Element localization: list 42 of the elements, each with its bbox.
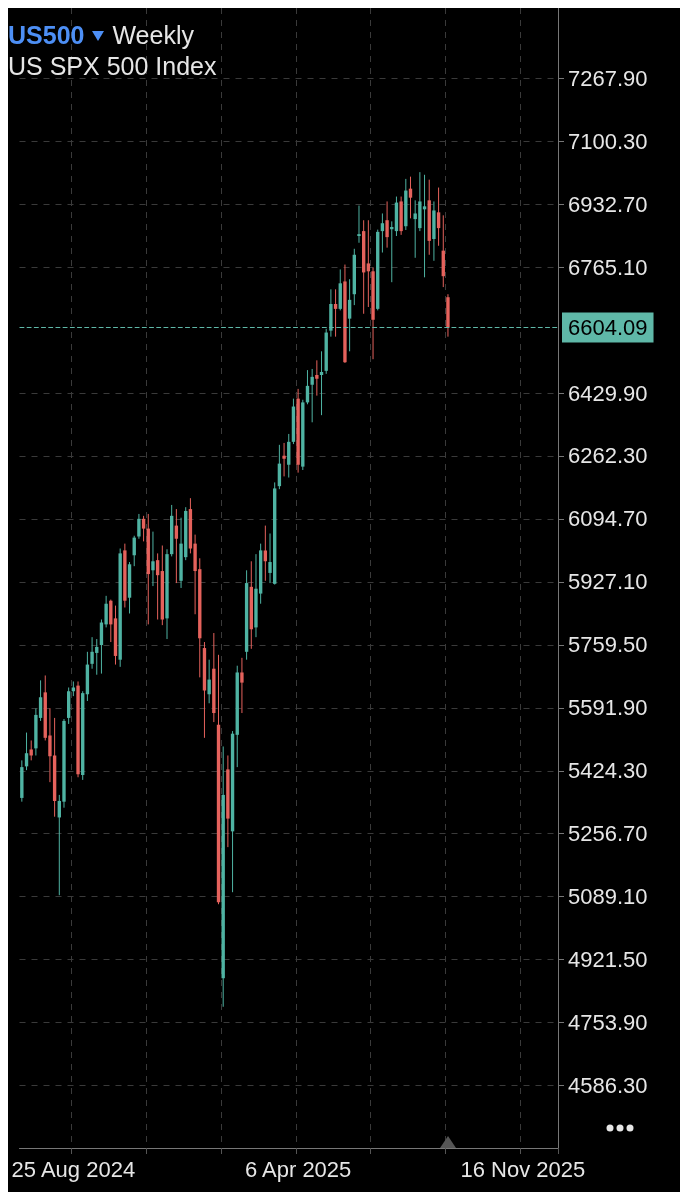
candlestick (436, 187, 441, 247)
y-tick-label: 6932.70 (568, 191, 648, 217)
candlestick (315, 359, 319, 397)
candlestick (287, 433, 291, 479)
candlestick (347, 278, 352, 352)
candlestick (319, 350, 324, 416)
y-tick-label: 4586.30 (568, 1073, 648, 1099)
candlestick (29, 739, 33, 761)
candlestick (90, 636, 94, 670)
x-tick-label: 6 Apr 2025 (244, 1156, 352, 1182)
x-tick-label: 16 Nov 2025 (460, 1156, 586, 1182)
text: US500 (8, 20, 85, 51)
candlestick (333, 288, 338, 338)
candlestick (207, 659, 211, 704)
y-tick-label: 5424.30 (568, 758, 648, 784)
y-tick-label: 6429.90 (568, 380, 648, 406)
y-tick-label: 5256.70 (568, 821, 648, 847)
candlestick (137, 513, 141, 540)
y-tick-label: 5089.10 (568, 884, 648, 910)
candlestick (422, 174, 427, 278)
text: US SPX 500 Index (8, 51, 217, 82)
y-tick-label: 5927.10 (568, 569, 648, 595)
candlestick (408, 176, 413, 219)
candlestick (282, 442, 286, 477)
y-tick-label: 5591.90 (568, 695, 648, 721)
y-tick-label: 4921.50 (568, 947, 648, 973)
y-tick-label: 6765.10 (568, 254, 648, 280)
y-tick-label: 5759.50 (568, 632, 648, 658)
candlestick (310, 368, 314, 423)
y-tick-label: 7267.90 (568, 65, 648, 91)
candlestick (385, 200, 389, 249)
y-tick-label: 6094.70 (568, 506, 648, 532)
y-tick-label: 4753.90 (568, 1010, 648, 1036)
candlestick (141, 515, 146, 542)
candlestick (151, 531, 155, 587)
y-tick-label: 6262.30 (568, 443, 648, 469)
annotation: Weekly (112, 20, 194, 51)
ref-line-label: 6604.09 (568, 315, 648, 341)
y-tick-label: 7100.30 (568, 128, 648, 154)
x-tick-label: 25 Aug 2024 (11, 1156, 136, 1182)
candlestick (357, 205, 361, 244)
candlestick (240, 657, 244, 714)
